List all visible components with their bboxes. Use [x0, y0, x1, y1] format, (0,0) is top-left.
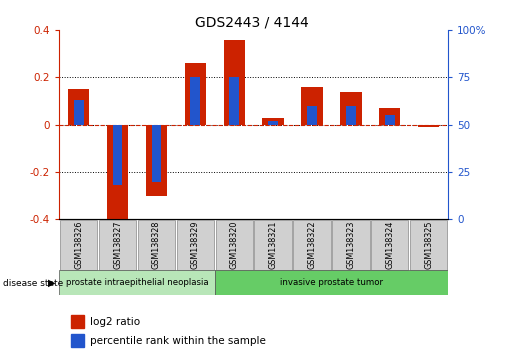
Text: GSM138326: GSM138326: [74, 221, 83, 269]
Bar: [191, 78, 200, 125]
Bar: [71, 334, 84, 347]
Bar: [216, 220, 253, 270]
Text: ▶: ▶: [47, 278, 55, 288]
Bar: [60, 220, 97, 270]
Text: percentile rank within the sample: percentile rank within the sample: [90, 336, 266, 346]
Text: prostate intraepithelial neoplasia: prostate intraepithelial neoplasia: [66, 278, 208, 287]
Bar: [379, 108, 401, 125]
Bar: [99, 220, 136, 270]
Bar: [301, 87, 323, 125]
Bar: [74, 100, 83, 125]
Bar: [224, 40, 245, 125]
Bar: [410, 220, 447, 270]
Text: invasive prostate tumor: invasive prostate tumor: [280, 278, 383, 287]
Text: GSM138329: GSM138329: [191, 221, 200, 269]
Text: GSM138327: GSM138327: [113, 221, 122, 269]
Bar: [371, 220, 408, 270]
Bar: [215, 270, 448, 295]
Bar: [418, 125, 439, 127]
Text: GSM138325: GSM138325: [424, 221, 433, 269]
Text: GSM138322: GSM138322: [307, 221, 316, 269]
Text: GSM138323: GSM138323: [347, 221, 355, 269]
Bar: [340, 92, 362, 125]
Bar: [254, 220, 291, 270]
Bar: [68, 89, 90, 125]
Bar: [262, 118, 284, 125]
Bar: [332, 220, 369, 270]
Bar: [107, 125, 128, 224]
Bar: [71, 315, 84, 328]
Text: GSM138320: GSM138320: [230, 221, 238, 269]
Bar: [59, 270, 215, 295]
Text: GDS2443 / 4144: GDS2443 / 4144: [196, 16, 309, 30]
Bar: [151, 125, 161, 182]
Bar: [184, 63, 206, 125]
Bar: [268, 121, 278, 125]
Text: GSM138324: GSM138324: [385, 221, 394, 269]
Bar: [177, 220, 214, 270]
Bar: [113, 125, 123, 185]
Bar: [307, 106, 317, 125]
Bar: [294, 220, 331, 270]
Bar: [146, 125, 167, 196]
Bar: [385, 115, 394, 125]
Bar: [346, 106, 356, 125]
Text: log2 ratio: log2 ratio: [90, 316, 141, 326]
Bar: [138, 220, 175, 270]
Text: GSM138321: GSM138321: [269, 221, 278, 269]
Text: GSM138328: GSM138328: [152, 221, 161, 269]
Bar: [229, 78, 239, 125]
Text: disease state: disease state: [3, 279, 63, 288]
